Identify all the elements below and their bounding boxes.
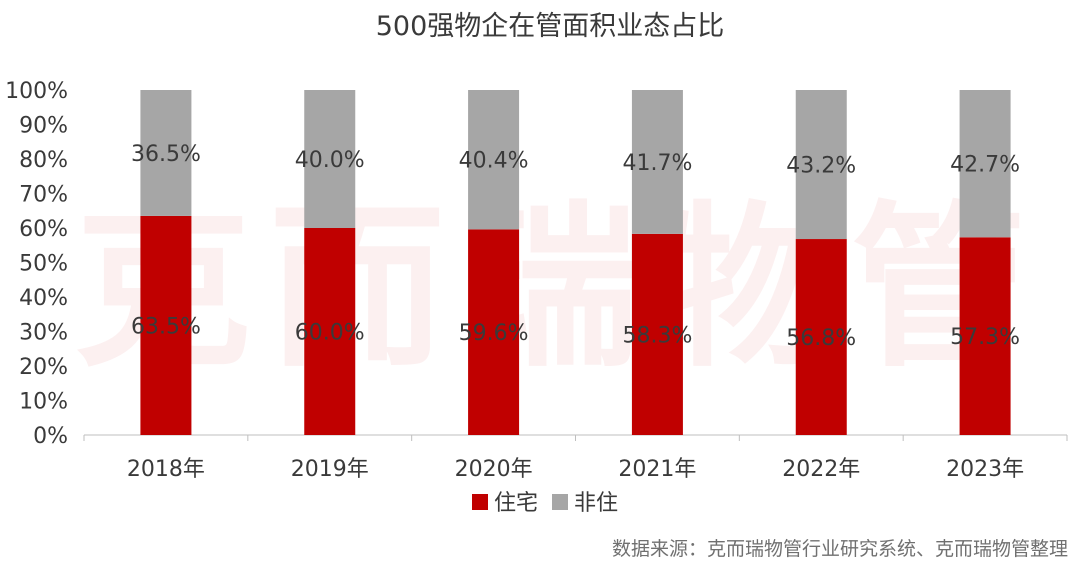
data-label: 41.7%	[622, 151, 692, 176]
x-tick-label: 2023年	[946, 457, 1024, 482]
legend-label: 住宅	[494, 491, 538, 516]
bar-residential	[959, 237, 1011, 435]
data-label: 56.8%	[786, 326, 856, 351]
data-label: 63.5%	[131, 314, 201, 339]
bar-residential	[631, 233, 683, 435]
x-axis: 2018年 2019年 2020年 2021年 2022年 2023年	[83, 434, 1068, 482]
bar-residential	[140, 215, 192, 435]
y-tick-label: 70%	[19, 183, 68, 208]
y-tick-label: 10%	[19, 390, 68, 415]
data-label: 60.0%	[295, 321, 365, 346]
y-tick-label: 30%	[19, 321, 68, 346]
bar-non-residential	[959, 90, 1011, 238]
data-label: 40.0%	[295, 148, 365, 173]
bar-non-residential	[468, 90, 520, 230]
chart-title: 500强物企在管面积业态占比	[375, 11, 725, 42]
y-tick-label: 40%	[19, 286, 68, 311]
x-tick-label: 2021年	[618, 457, 696, 482]
bars	[140, 90, 1011, 435]
y-tick-label: 50%	[19, 252, 68, 277]
legend-swatch-non-residential	[552, 494, 568, 510]
bar-residential	[468, 229, 520, 435]
x-tick-label: 2019年	[291, 457, 369, 482]
legend: 住宅 非住	[472, 491, 618, 516]
bar-residential	[795, 239, 847, 435]
bar-non-residential	[140, 90, 192, 216]
data-label: 57.3%	[950, 325, 1020, 350]
bar-residential	[304, 228, 356, 435]
y-tick-label: 90%	[19, 114, 68, 139]
source-note: 数据来源：克而瑞物管行业研究系统、克而瑞物管整理	[611, 538, 1068, 560]
x-tick-label: 2020年	[455, 457, 533, 482]
data-label: 40.4%	[459, 149, 529, 174]
bar-non-residential	[631, 90, 683, 234]
y-tick-label: 20%	[19, 355, 68, 380]
bar-non-residential	[795, 90, 847, 240]
y-tick-label: 100%	[5, 79, 68, 104]
data-label: 59.6%	[459, 321, 529, 346]
data-labels: 63.5% 36.5% 60.0% 40.0% 59.6% 40.4% 58.3% 41.7%…	[131, 142, 1020, 351]
y-tick-label: 80%	[19, 148, 68, 173]
legend-swatch-residential	[472, 494, 488, 510]
data-label: 43.2%	[786, 154, 856, 179]
y-tick-label: 0%	[33, 424, 68, 449]
data-label: 36.5%	[131, 142, 201, 167]
data-label: 58.3%	[622, 323, 692, 348]
legend-label: 非住	[574, 491, 618, 516]
y-axis: 0% 10% 20% 30% 40% 50% 60% 70% 80% 90% 100%	[5, 79, 68, 449]
bar-non-residential	[304, 90, 356, 228]
y-tick-label: 60%	[19, 217, 68, 242]
x-tick-label: 2022年	[782, 457, 860, 482]
data-label: 42.7%	[950, 153, 1020, 178]
x-tick-label: 2018年	[127, 457, 205, 482]
